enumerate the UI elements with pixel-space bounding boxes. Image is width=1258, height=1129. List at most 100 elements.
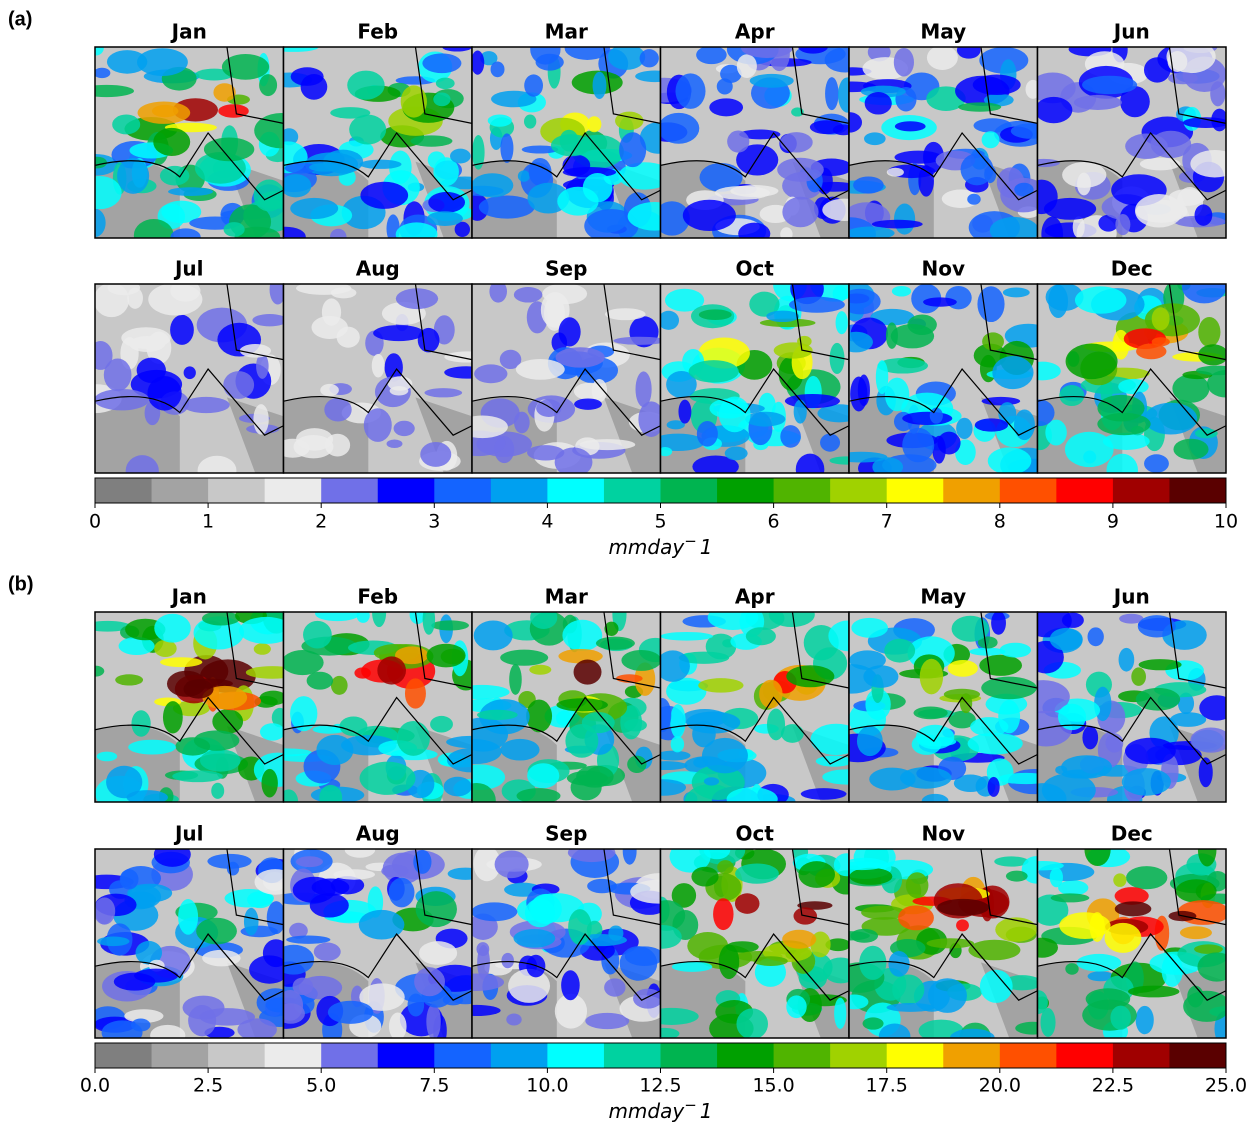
precip-blob [928, 978, 967, 1013]
precip-blob [260, 691, 287, 706]
precip-blob [1195, 204, 1213, 225]
precip-blob [1059, 385, 1084, 406]
colorbar-tick-label: 15.0 [752, 1075, 794, 1097]
precip-blob [1097, 395, 1144, 422]
colorbar-tick-label: 12.5 [639, 1075, 681, 1097]
precip-blob [574, 660, 602, 685]
month-title: Apr [735, 20, 775, 44]
colorbar-bin [152, 478, 209, 503]
month-title: Aug [356, 822, 400, 846]
precip-blob [960, 693, 972, 713]
precip-blob [1173, 439, 1208, 460]
colorbar-bin [152, 1043, 209, 1068]
precip-blob [1106, 733, 1124, 752]
precip-blob [958, 102, 1001, 111]
precip-blob [777, 158, 824, 182]
precip-blob [1122, 768, 1171, 796]
precip-blob [625, 946, 664, 966]
precip-blob [422, 53, 461, 73]
colorbar-bin [830, 478, 887, 503]
precip-blob [956, 919, 969, 931]
precip-blob [713, 898, 733, 930]
precip-blob [898, 905, 934, 930]
precip-blob [1136, 1006, 1154, 1034]
precip-blob [94, 897, 115, 924]
precip-blob [1119, 648, 1135, 672]
colorbar-tick-label: 0.0 [80, 1075, 110, 1097]
precip-blob [115, 674, 143, 685]
precip-blob [696, 46, 727, 64]
precip-blob [333, 869, 375, 879]
precip-blob [853, 177, 884, 194]
precip-blob [913, 707, 947, 720]
precip-blob [163, 701, 183, 733]
precip-blob [331, 287, 357, 298]
colorbar-bin [604, 1043, 661, 1068]
precip-blob [782, 197, 818, 227]
colorbar-bin [661, 478, 718, 503]
precip-blob [979, 655, 1022, 676]
precip-blob [906, 872, 929, 898]
precip-blob [314, 943, 341, 961]
precip-blob [621, 650, 661, 671]
precip-blob [106, 766, 142, 799]
map [257, 598, 497, 814]
month-title: Sep [545, 257, 587, 281]
precip-blob [373, 325, 424, 341]
precip-blob [211, 783, 224, 799]
precip-blob [699, 309, 732, 320]
precip-blob [252, 314, 287, 326]
precip-blob [683, 200, 736, 231]
precip-blob [112, 115, 140, 135]
map [452, 280, 666, 477]
colorbar-tick-label: 1 [202, 511, 214, 533]
precip-blob [745, 412, 785, 427]
precip-blob [884, 639, 915, 663]
precip-blob [892, 975, 924, 1005]
precip-blob [1118, 379, 1149, 394]
precip-blob [324, 398, 351, 422]
precip-blob [1180, 926, 1212, 939]
precip-blob [138, 102, 191, 124]
precip-blob [286, 936, 330, 944]
colorbar-tick-label: 22.5 [1092, 1075, 1134, 1097]
precip-blob [851, 618, 888, 638]
precip-blob [516, 359, 565, 380]
precip-blob [670, 704, 686, 738]
colorbar-tick-label: 3 [428, 511, 440, 533]
precip-blob [282, 650, 324, 675]
panel-tag: (a) [8, 8, 32, 30]
precip-blob [137, 358, 166, 383]
colorbar-bin [1113, 1043, 1170, 1068]
precip-blob [529, 158, 552, 186]
precip-blob [347, 71, 384, 100]
precip-blob [1144, 454, 1169, 473]
precip-blob [254, 643, 271, 654]
map [1023, 832, 1240, 1046]
precip-blob [506, 1014, 521, 1026]
precip-blob [1190, 727, 1231, 752]
colorbar-tick-label: 2.5 [193, 1075, 223, 1097]
precip-blob [810, 120, 844, 134]
precip-blob [303, 621, 332, 649]
precip-blob [988, 777, 1000, 797]
precip-blob [160, 657, 202, 667]
colorbar-bin [943, 1043, 1000, 1068]
unit-sup: − [684, 532, 697, 550]
precip-blob [474, 364, 507, 383]
colorbar-bin [265, 478, 322, 503]
precip-blob [261, 769, 277, 798]
precip-blob [1131, 667, 1146, 686]
precip-blob [244, 908, 259, 935]
precip-blob [737, 54, 757, 78]
map [827, 611, 1061, 808]
colorbar-tick-label: 6 [768, 511, 780, 533]
precip-blob [530, 894, 562, 924]
month-title: Feb [357, 585, 398, 609]
map [266, 43, 489, 247]
precip-blob [202, 950, 240, 966]
precip-blob [349, 115, 386, 145]
precip-blob [556, 698, 607, 711]
precip-blob [1066, 344, 1118, 380]
month-title: Jan [170, 20, 207, 44]
